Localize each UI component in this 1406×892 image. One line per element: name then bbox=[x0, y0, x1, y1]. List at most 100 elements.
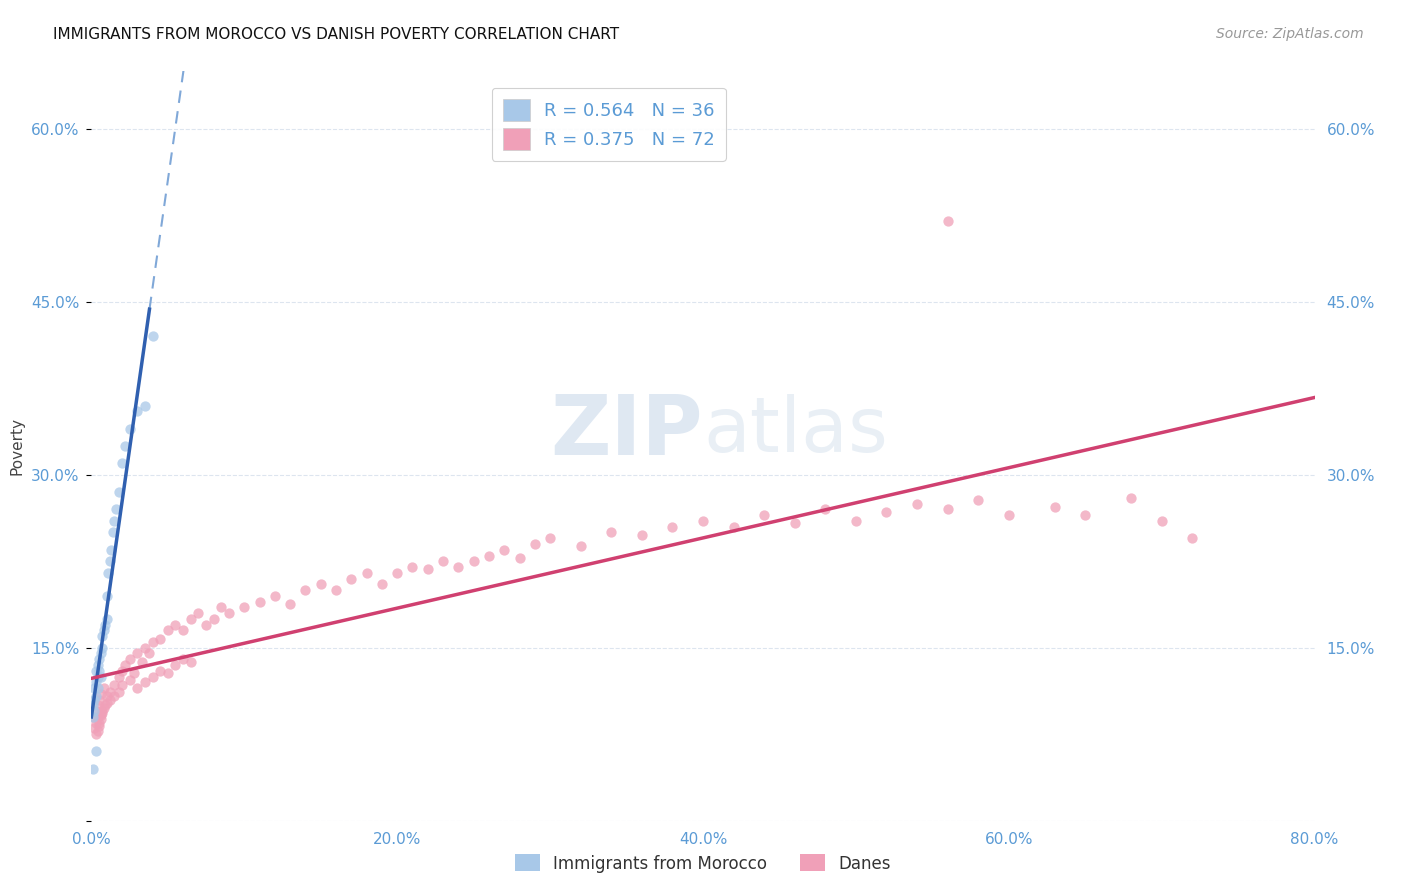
Point bbox=[165, 617, 187, 632]
Point bbox=[233, 600, 256, 615]
Point bbox=[538, 531, 561, 545]
Legend: Immigrants from Morocco, Danes: Immigrants from Morocco, Danes bbox=[508, 847, 898, 880]
Point bbox=[845, 514, 868, 528]
Point bbox=[138, 647, 160, 661]
Point bbox=[84, 704, 107, 718]
Point bbox=[264, 589, 287, 603]
Point bbox=[195, 617, 218, 632]
Point bbox=[101, 525, 124, 540]
Point bbox=[96, 689, 118, 703]
Point bbox=[86, 723, 108, 738]
Point bbox=[90, 669, 112, 683]
Point bbox=[87, 719, 110, 733]
Point bbox=[661, 519, 683, 533]
Y-axis label: Poverty: Poverty bbox=[10, 417, 24, 475]
Point bbox=[209, 600, 232, 615]
Point bbox=[84, 715, 107, 730]
Point bbox=[84, 744, 107, 758]
Point bbox=[1150, 514, 1173, 528]
Point bbox=[86, 710, 108, 724]
Point bbox=[905, 497, 928, 511]
Point bbox=[86, 658, 108, 673]
Point bbox=[93, 700, 115, 714]
Point bbox=[84, 689, 107, 703]
Text: Source: ZipAtlas.com: Source: ZipAtlas.com bbox=[1216, 27, 1364, 41]
Point bbox=[83, 704, 105, 718]
Point bbox=[385, 566, 409, 580]
Point bbox=[86, 681, 108, 695]
Point bbox=[90, 712, 112, 726]
Point bbox=[967, 493, 990, 508]
Point bbox=[600, 525, 623, 540]
Point bbox=[127, 681, 149, 695]
Point bbox=[87, 715, 110, 730]
Point bbox=[114, 439, 136, 453]
Point bbox=[83, 681, 105, 695]
Point bbox=[202, 612, 225, 626]
Point bbox=[103, 514, 125, 528]
Point bbox=[108, 485, 131, 500]
Point bbox=[172, 652, 194, 666]
Point bbox=[122, 666, 145, 681]
Point bbox=[86, 698, 108, 713]
Point bbox=[96, 612, 118, 626]
Point bbox=[91, 704, 114, 718]
Point bbox=[93, 681, 115, 695]
Point bbox=[180, 655, 202, 669]
Point bbox=[692, 514, 714, 528]
Point bbox=[90, 647, 112, 661]
Point bbox=[103, 689, 125, 703]
Point bbox=[156, 666, 179, 681]
Point bbox=[83, 710, 105, 724]
Point bbox=[127, 404, 149, 418]
Point bbox=[90, 707, 112, 722]
Text: ZIP: ZIP bbox=[551, 391, 703, 472]
Point bbox=[108, 669, 131, 683]
Point bbox=[340, 572, 363, 586]
Point bbox=[100, 542, 122, 557]
Point bbox=[98, 554, 121, 568]
Point bbox=[523, 537, 546, 551]
Point bbox=[218, 606, 240, 620]
Point bbox=[87, 652, 110, 666]
Point bbox=[86, 669, 108, 683]
Point bbox=[723, 519, 745, 533]
Point bbox=[1121, 491, 1143, 505]
Point bbox=[1043, 500, 1066, 514]
Point bbox=[134, 675, 156, 690]
Point bbox=[96, 589, 118, 603]
Point bbox=[83, 722, 105, 736]
Point bbox=[180, 612, 202, 626]
Point bbox=[998, 508, 1021, 523]
Point bbox=[131, 655, 153, 669]
Point bbox=[111, 664, 134, 678]
Point bbox=[82, 698, 104, 713]
Point bbox=[156, 624, 179, 638]
Point bbox=[84, 675, 107, 690]
Point bbox=[118, 422, 141, 436]
Point bbox=[111, 678, 134, 692]
Point bbox=[401, 560, 423, 574]
Point bbox=[141, 669, 163, 683]
Point bbox=[93, 624, 115, 638]
Point bbox=[84, 727, 107, 741]
Point bbox=[447, 560, 470, 574]
Point bbox=[416, 562, 439, 576]
Point bbox=[141, 635, 163, 649]
Point bbox=[249, 594, 271, 608]
Point bbox=[87, 664, 110, 678]
Point bbox=[118, 652, 141, 666]
Point bbox=[134, 640, 156, 655]
Point bbox=[494, 542, 516, 557]
Point bbox=[325, 583, 347, 598]
Point bbox=[103, 678, 125, 692]
Point bbox=[87, 692, 110, 706]
Point bbox=[94, 617, 117, 632]
Text: IMMIGRANTS FROM MOROCCO VS DANISH POVERTY CORRELATION CHART: IMMIGRANTS FROM MOROCCO VS DANISH POVERT… bbox=[53, 27, 620, 42]
Point bbox=[478, 549, 501, 563]
Point bbox=[1181, 531, 1204, 545]
Point bbox=[141, 329, 163, 343]
Point bbox=[463, 554, 485, 568]
Point bbox=[149, 664, 172, 678]
Point bbox=[98, 692, 121, 706]
